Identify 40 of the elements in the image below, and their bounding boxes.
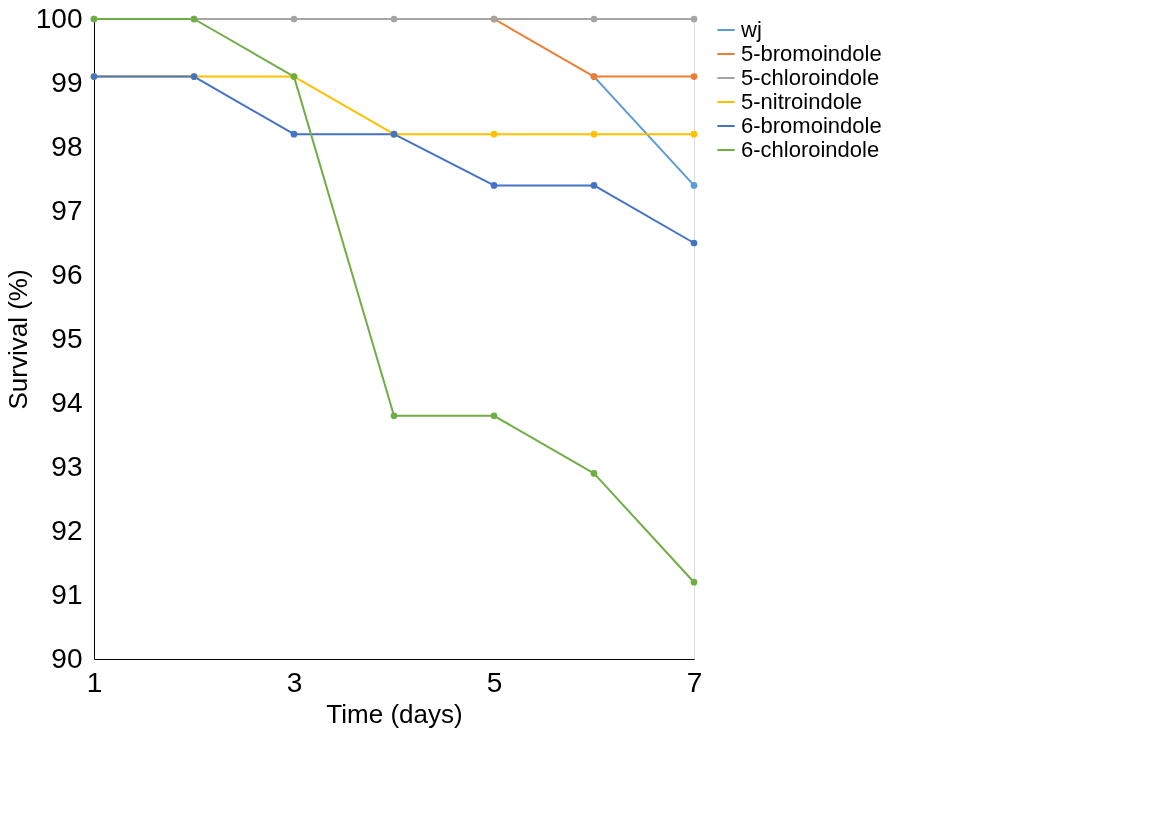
point bbox=[690, 578, 698, 586]
y-tick-label: 100 bbox=[35, 2, 83, 34]
point bbox=[390, 15, 398, 23]
legend-label: 5-nitroindole bbox=[741, 89, 863, 114]
point bbox=[490, 130, 498, 138]
y-tick-label: 96 bbox=[51, 258, 83, 290]
y-tick-label: 93 bbox=[51, 450, 83, 482]
legend-label: 6-chloroindole bbox=[741, 137, 880, 162]
y-tick-label: 92 bbox=[51, 514, 83, 546]
x-tick-label: 7 bbox=[686, 666, 703, 698]
point bbox=[590, 470, 598, 477]
point bbox=[590, 15, 598, 23]
point bbox=[390, 412, 398, 420]
legend-label: 5-bromoindole bbox=[741, 41, 882, 66]
y-tick-label: 91 bbox=[51, 578, 83, 610]
y-tick-label: 98 bbox=[51, 130, 83, 162]
legend-label: 6-bromoindole bbox=[741, 113, 882, 138]
point bbox=[590, 182, 598, 189]
point bbox=[690, 73, 698, 80]
x-axis-title: Time (days) bbox=[326, 698, 463, 729]
point bbox=[690, 182, 698, 189]
y-tick-label: 97 bbox=[51, 194, 83, 226]
y-tick-label: 95 bbox=[51, 322, 83, 354]
point bbox=[490, 182, 498, 189]
y-tick-label: 94 bbox=[51, 386, 83, 418]
point bbox=[690, 15, 698, 23]
point bbox=[690, 239, 698, 247]
y-tick-label: 90 bbox=[51, 642, 83, 674]
y-tick-label: 99 bbox=[51, 66, 83, 98]
point bbox=[490, 412, 498, 420]
legend-label: 5-chloroindole bbox=[741, 65, 880, 90]
point bbox=[290, 130, 298, 138]
point bbox=[590, 130, 598, 138]
legend-label: wj bbox=[740, 17, 762, 42]
x-tick-label: 3 bbox=[286, 666, 303, 698]
y-axis-title: Survival (%) bbox=[2, 269, 33, 410]
point bbox=[690, 130, 698, 138]
x-tick-label: 1 bbox=[86, 666, 103, 698]
point bbox=[290, 15, 298, 23]
x-tick-label: 5 bbox=[486, 666, 503, 698]
